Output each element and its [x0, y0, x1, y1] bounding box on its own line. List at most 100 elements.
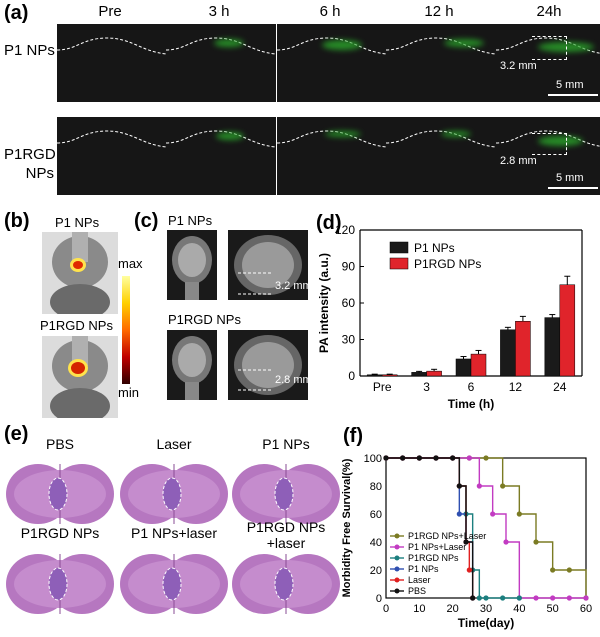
- panel-c-bottom-label: P1RGD NPs: [168, 312, 241, 327]
- panel-a-signal: [441, 131, 471, 137]
- panel-b-mouse-bottom: [42, 336, 118, 418]
- panel-e-slice-label: P1RGD NPs +laser: [246, 519, 326, 551]
- panel-f-ytick: 60: [370, 509, 382, 521]
- panel-f-ytick: 20: [370, 565, 382, 577]
- panel-d-bar: [544, 317, 561, 377]
- panel-f-point: [566, 595, 572, 601]
- panel-a-scale-bar: [548, 187, 598, 189]
- panel-f-point: [583, 595, 589, 601]
- panel-f-legend-marker: [394, 533, 400, 539]
- panel-e-slice-label: P1 NPs+laser: [131, 525, 217, 541]
- panel-d-chart: 0 30 60 90 120 Pre 3 6 12 24 P1 NPs P1RGD NPs Time…: [317, 223, 583, 411]
- panel-d-ytick: 30: [342, 333, 356, 347]
- panel-f-point: [516, 595, 522, 601]
- panel-b-colorbar: [122, 276, 130, 384]
- panel-d-bar: [455, 358, 472, 377]
- panel-b-colorbar-max: max: [118, 256, 143, 271]
- panel-b-label: (b): [4, 210, 30, 232]
- panel-c-label: (c): [134, 210, 159, 232]
- panel-a-scale-bar: [548, 94, 598, 96]
- panel-c-bottom-depth: 2.8 mm: [275, 374, 312, 386]
- panel-a-depth-text: 3.2 mm: [500, 60, 537, 72]
- panel-f-xtick: 0: [383, 603, 389, 615]
- panel-d-xtick: Pre: [373, 380, 392, 394]
- panel-f-legend-label: P1 NPs: [408, 564, 439, 574]
- panel-d-legend-swatch: [389, 241, 409, 254]
- panel-f-point: [466, 567, 472, 573]
- panel-a-signal: [322, 40, 362, 50]
- panel-a-label: (a): [4, 2, 29, 24]
- panel-f-point: [483, 595, 489, 601]
- panel-c-mri-top-axial: [228, 230, 308, 300]
- panel-d-label: (d): [316, 212, 342, 234]
- panel-f-legend-marker: [394, 544, 400, 550]
- panel-f-point: [463, 539, 469, 545]
- panel-c-mri-bottom-axial: [228, 330, 308, 400]
- panel-a-scale-text: 5 mm: [556, 79, 584, 91]
- panel-a-col-header: Pre: [98, 3, 122, 20]
- panel-f-point: [383, 455, 389, 461]
- panel-f-ytick: 40: [370, 537, 382, 549]
- panel-f-point: [476, 595, 482, 601]
- panel-a-col-header: 24h: [536, 3, 562, 20]
- panel-a-col-header: 6 h: [319, 3, 341, 20]
- panel-f-legend-label: P1RGD NPs+Laser: [408, 531, 486, 541]
- panel-a-pa-image: [166, 24, 276, 102]
- panel-c-mri-top-coronal: [167, 230, 217, 300]
- panel-f-xtick: 50: [547, 603, 559, 615]
- panel-f-point: [456, 483, 462, 489]
- panel-f-point: [533, 595, 539, 601]
- panel-a-pa-image: [57, 117, 167, 195]
- panel-f-point: [483, 455, 489, 461]
- panel-e-brain-slice: [120, 464, 228, 524]
- panel-f-legend-marker: [394, 588, 400, 594]
- panel-f-legend-marker: [394, 555, 400, 561]
- panel-a-signal: [216, 132, 244, 140]
- panel-f-xlabel: Time(day): [458, 616, 514, 630]
- panel-a-scale-text: 5 mm: [556, 172, 584, 184]
- panel-f-point: [470, 595, 476, 601]
- panel-f-xtick: 60: [580, 603, 592, 615]
- panel-e-slice-label: P1RGD NPs: [20, 525, 100, 541]
- panel-f-legend-label: P1RGD NPs: [408, 553, 459, 563]
- panel-e-brain-slice: [232, 464, 340, 524]
- panel-d-ytick: 90: [342, 260, 356, 274]
- panel-e-brain-slice: [6, 464, 114, 524]
- panel-a-pa-image: [386, 117, 496, 195]
- panel-d-xlabel: Time (h): [448, 397, 494, 411]
- panel-f-legend-label: P1 NPs+Laser: [408, 542, 466, 552]
- panel-f-xtick: 10: [413, 603, 425, 615]
- panel-a-pa-image: [386, 24, 496, 102]
- panel-e-label: (e): [4, 423, 29, 445]
- panel-b-colorbar-min: min: [118, 385, 139, 400]
- panel-d-ylabel: PA intensity (a.u.): [317, 253, 331, 353]
- panel-d-ytick: 60: [342, 296, 356, 310]
- panel-d-bar: [366, 374, 383, 377]
- panel-f-point: [500, 483, 506, 489]
- panel-a-col-header: 3 h: [208, 3, 230, 20]
- panel-a-pa-image: [277, 117, 387, 195]
- panel-d-bar: [426, 370, 442, 377]
- panel-e-brain-slice: [6, 554, 114, 614]
- panel-f-ytick: 0: [376, 593, 382, 605]
- panel-f-point: [476, 483, 482, 489]
- panel-f-xtick: 40: [513, 603, 525, 615]
- panel-e-slice-label: P1 NPs: [262, 436, 310, 452]
- panel-f-point: [550, 595, 556, 601]
- panel-f-chart: 0 20 40 60 80 100 0 10 20 30 40 50 60 P1RGD NPs+Lase…: [341, 453, 592, 630]
- panel-f-point: [503, 539, 509, 545]
- panel-a-signal: [325, 131, 361, 137]
- panel-d-ytick: 120: [335, 223, 355, 237]
- panel-b-bottom-label: P1RGD NPs: [40, 318, 113, 333]
- panel-b-top-label: P1 NPs: [55, 215, 100, 230]
- panel-c-top-label: P1 NPs: [168, 213, 213, 228]
- panel-d-legend-label: P1RGD NPs: [414, 257, 481, 271]
- panel-d-bar: [559, 284, 576, 377]
- panel-f-point: [400, 455, 406, 461]
- panel-a-pa-image: [57, 24, 167, 102]
- panel-f-ytick: 100: [364, 453, 382, 465]
- panel-f-ytick: 80: [370, 481, 382, 493]
- panel-f-point: [566, 567, 572, 573]
- panel-f-point: [550, 567, 556, 573]
- panel-c-mri-bottom-coronal: [167, 330, 217, 400]
